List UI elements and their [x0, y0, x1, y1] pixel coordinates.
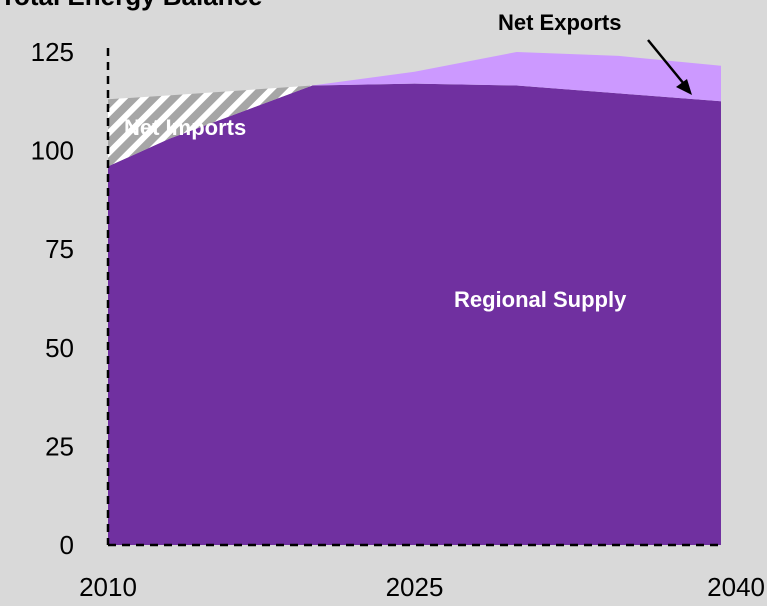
x-tick-label: 2025 [386, 572, 444, 602]
y-tick-label: 125 [31, 37, 74, 67]
net-imports-label: Net Imports [124, 115, 246, 140]
x-tick-label: 2040 [707, 572, 765, 602]
y-tick-label: 50 [45, 333, 74, 363]
net-exports-arrowhead [676, 79, 692, 95]
regional-supply-label: Regional Supply [454, 287, 627, 312]
area-net-exports [108, 52, 721, 102]
net-exports-label: Net Exports [498, 10, 621, 35]
chart-title: Total Energy Balance [0, 0, 263, 11]
y-tick-label: 0 [60, 530, 74, 560]
y-tick-label: 100 [31, 136, 74, 166]
plot-area [108, 52, 721, 545]
x-axis-ticks: 2010 2025 2040 [79, 572, 765, 602]
x-tick-label: 2010 [79, 572, 137, 602]
net-exports-arrow [647, 39, 685, 85]
area-regional-supply [108, 83, 721, 545]
area-net-imports [108, 83, 721, 167]
y-tick-label: 75 [45, 234, 74, 264]
y-tick-label: 25 [45, 431, 74, 461]
y-axis-ticks: 0 25 50 75 100 125 [31, 37, 74, 560]
